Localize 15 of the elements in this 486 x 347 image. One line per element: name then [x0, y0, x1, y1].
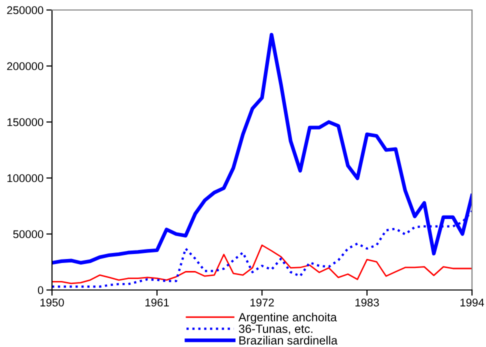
y-tick-label: 50000 — [13, 230, 44, 238]
y-tick-label: 0 — [38, 286, 44, 294]
y-tick-label: 250000 — [7, 6, 44, 14]
x-tick-label: 1983 — [355, 298, 379, 306]
y-tick-label: 100000 — [7, 174, 44, 182]
legend-label: Argentine anchoita — [238, 312, 337, 324]
x-tick-label: 1961 — [145, 298, 169, 306]
x-tick-label: 1950 — [40, 298, 64, 306]
x-tick-label: 1972 — [250, 298, 274, 306]
y-tick-label: 150000 — [7, 118, 44, 126]
y-tick-label: 200000 — [7, 62, 44, 70]
legend-label: 36-Tunas, etc. — [238, 324, 312, 334]
x-tick-label: 1994 — [460, 298, 484, 306]
legend-label: Brazilian sardinella — [239, 336, 338, 345]
line-series — [52, 244, 472, 284]
